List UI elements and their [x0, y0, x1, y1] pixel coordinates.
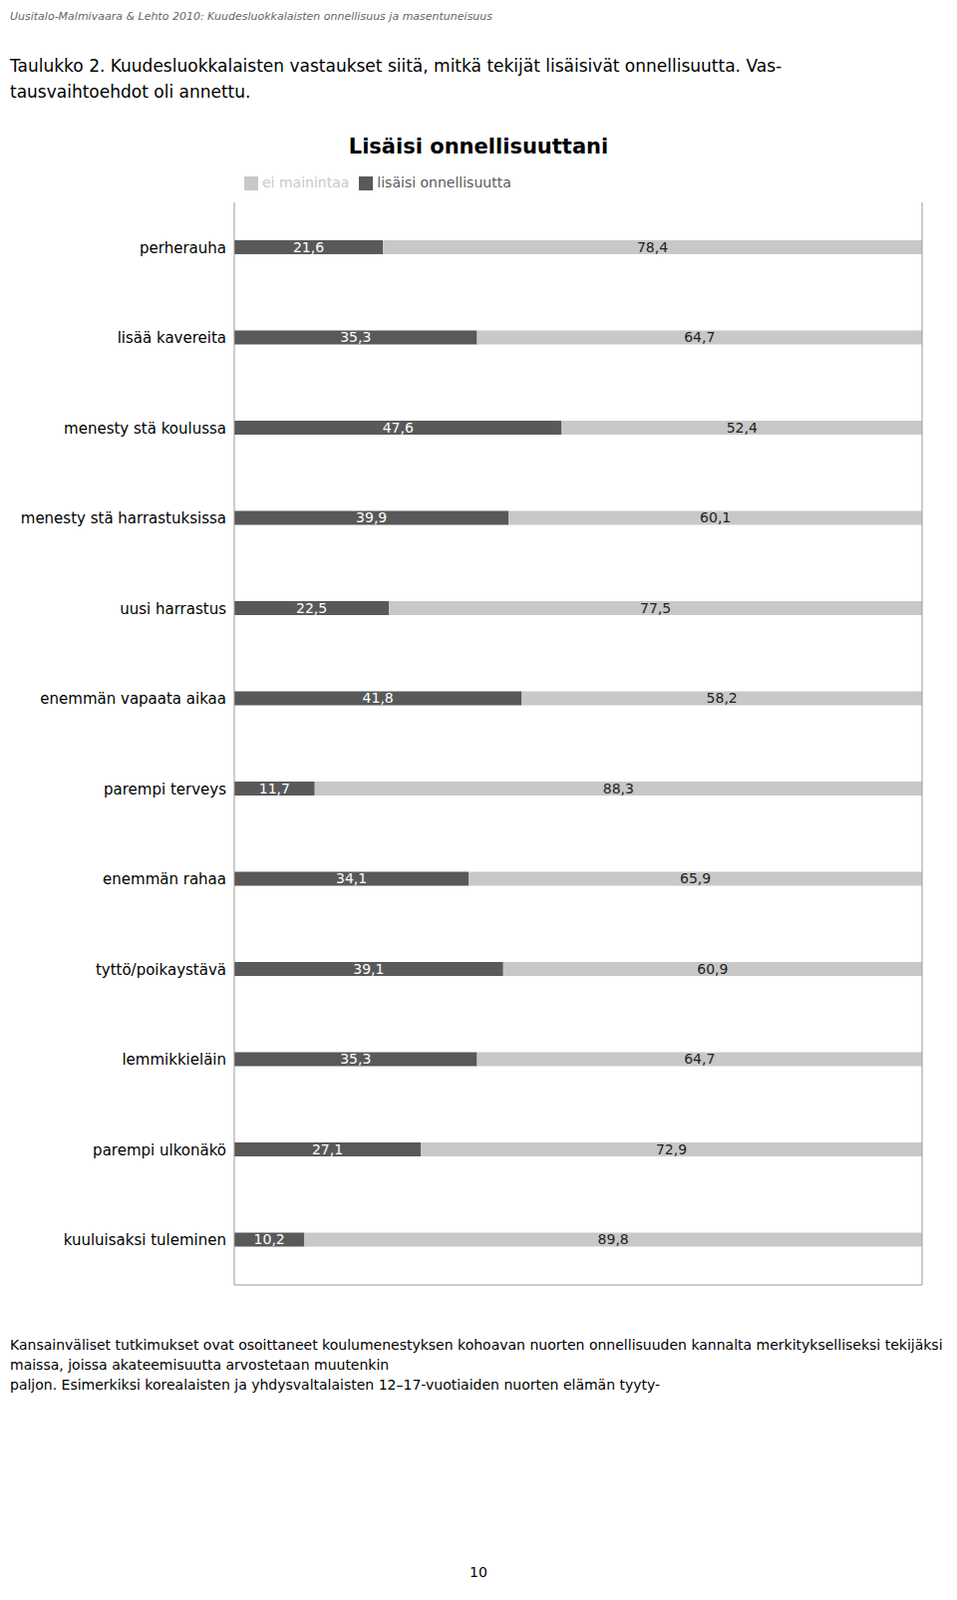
svg-text:perherauha: perherauha: [139, 239, 227, 258]
html-text:ei mainintaa: ei mainintaa: [262, 174, 350, 191]
svg-text:88,3: 88,3: [603, 780, 635, 797]
svg-text:parempi ulkonäkö: parempi ulkonäkö: [92, 1141, 227, 1160]
svg-text:lisää kavereita: lisää kavereita: [117, 328, 227, 347]
svg-text:uusi harrastus: uusi harrastus: [119, 600, 227, 619]
svg-text:35,3: 35,3: [339, 328, 371, 345]
svg-text:89,8: 89,8: [598, 1231, 630, 1248]
html-text:tausvaihtoehdot oli annettu.: tausvaihtoehdot oli annettu.: [9, 81, 251, 102]
svg-text:11,7: 11,7: [259, 780, 291, 797]
svg-text:27,1: 27,1: [312, 1141, 343, 1158]
svg-text:78,4: 78,4: [637, 239, 668, 256]
html-text:lisäisi onnellisuutta: lisäisi onnellisuutta: [377, 174, 512, 191]
svg-text:34,1: 34,1: [335, 870, 367, 887]
svg-text:60,9: 60,9: [696, 960, 728, 977]
svg-text:menesty stä harrastuksissa: menesty stä harrastuksissa: [20, 509, 227, 528]
svg-text:64,7: 64,7: [683, 1050, 715, 1067]
svg-text:65,9: 65,9: [679, 870, 711, 887]
svg-text:parempi terveys: parempi terveys: [103, 780, 227, 799]
svg-text:77,5: 77,5: [639, 600, 671, 617]
html-text:10: 10: [469, 1564, 488, 1581]
svg-text:22,5: 22,5: [296, 600, 327, 617]
html-text:Lisäisi onnellisuuttani: Lisäisi onnellisuuttani: [348, 134, 609, 159]
svg-text:72,9: 72,9: [655, 1141, 687, 1158]
svg-text:enemmän vapaata aikaa: enemmän vapaata aikaa: [39, 689, 227, 708]
svg-text:64,7: 64,7: [683, 328, 715, 345]
html-text:Kansainväliset tutkimukset ova: Kansainväliset tutkimukset ovat osoittan…: [9, 1336, 943, 1373]
svg-text:kuuluisaksi tuleminen: kuuluisaksi tuleminen: [63, 1231, 227, 1250]
svg-text:10,2: 10,2: [254, 1231, 286, 1248]
html-text:Taulukko 2. Kuudesluokkalaiste: Taulukko 2. Kuudesluokkalaisten vastauks…: [9, 55, 782, 76]
html-text:Uusitalo-Malmivaara & Lehto 20: Uusitalo-Malmivaara & Lehto 2010: Kuudes…: [9, 9, 493, 23]
svg-text:lemmikkieläin: lemmikkieläin: [121, 1050, 227, 1069]
svg-text:41,8: 41,8: [362, 689, 394, 706]
svg-text:35,3: 35,3: [339, 1050, 371, 1067]
svg-text:39,1: 39,1: [352, 960, 384, 977]
svg-text:60,1: 60,1: [699, 509, 731, 526]
svg-text:enemmän rahaa: enemmän rahaa: [102, 870, 227, 889]
svg-text:47,6: 47,6: [382, 419, 414, 436]
svg-text:menesty stä koulussa: menesty stä koulussa: [63, 419, 227, 438]
html-text:paljon. Esimerkiksi korealaist: paljon. Esimerkiksi korealaisten ja yhdy…: [9, 1376, 661, 1393]
svg-text:39,9: 39,9: [355, 509, 387, 526]
svg-text:tyttö/poikaystävä: tyttö/poikaystävä: [95, 960, 227, 979]
svg-text:21,6: 21,6: [293, 239, 324, 256]
svg-text:52,4: 52,4: [726, 419, 758, 436]
svg-text:58,2: 58,2: [706, 689, 738, 706]
